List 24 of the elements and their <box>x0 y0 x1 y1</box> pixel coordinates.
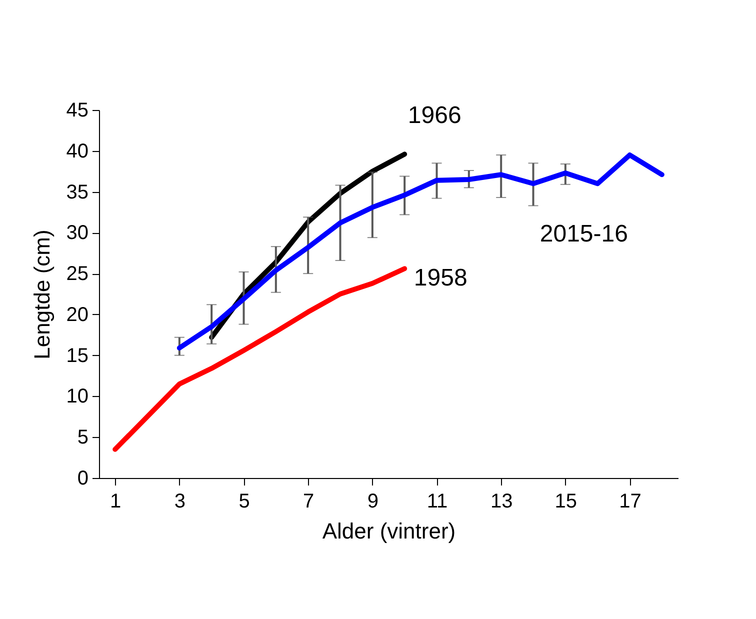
x-tick-label: 13 <box>490 490 513 512</box>
x-tick-label: 9 <box>367 490 378 512</box>
y-tick-label: 25 <box>66 263 88 286</box>
y-tick-label: 15 <box>66 344 88 367</box>
y-tick-label: 30 <box>66 222 88 244</box>
x-tick-label: 1 <box>110 490 122 512</box>
x-axis-title: Alder (vintrer) <box>322 518 456 544</box>
x-tick-label: 7 <box>303 490 314 512</box>
y-tick-label: 5 <box>77 426 88 449</box>
y-tick-label: 35 <box>66 181 88 204</box>
series-label: 2015-16 <box>540 220 628 248</box>
series-label: 1958 <box>414 264 468 292</box>
y-tick-label: 45 <box>66 100 88 122</box>
x-tick-label: 3 <box>174 490 186 512</box>
series-label: 1966 <box>408 102 462 130</box>
x-tick-label: 11 <box>426 490 448 512</box>
y-tick-label: 0 <box>77 468 88 490</box>
x-tick-label: 17 <box>619 490 642 512</box>
y-tick-label: 40 <box>66 140 88 162</box>
x-tick-label: 5 <box>238 490 250 512</box>
y-tick-label: 10 <box>66 386 88 408</box>
y-axis-title: Lengtde (cm) <box>29 230 54 360</box>
x-tick-label: 15 <box>554 490 578 512</box>
y-tick-label: 20 <box>66 304 88 326</box>
